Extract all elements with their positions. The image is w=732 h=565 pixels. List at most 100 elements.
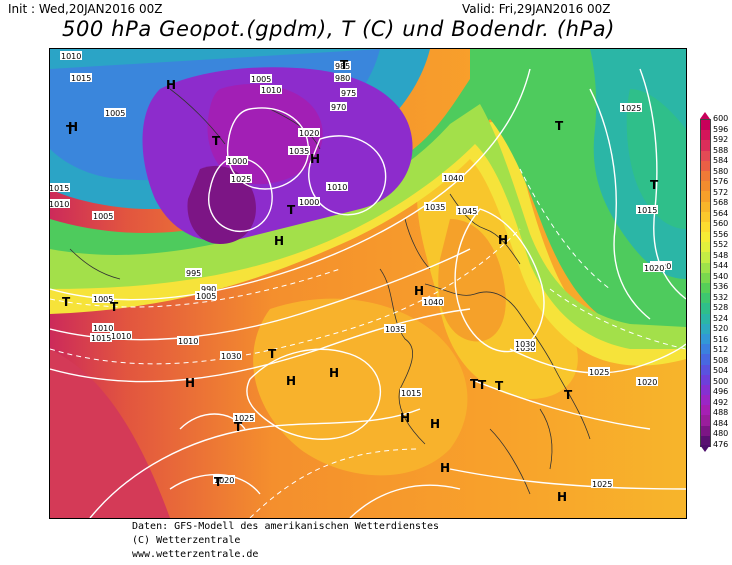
pressure-label: 1025 [620,103,642,113]
colorbar-label: 580 [713,166,729,176]
svg-text:1040: 1040 [443,174,463,183]
colorbar-segment [701,415,710,427]
colorbar-label: 480 [713,429,729,439]
low-pressure-marker: T [478,378,487,392]
pressure-label: 970 [330,102,347,112]
low-pressure-marker: T [66,123,75,137]
pressure-label: 1030 [514,339,536,349]
svg-text:1025: 1025 [231,175,251,184]
colorbar-segment [701,150,710,162]
colorbar-segment [701,344,710,355]
colorbar-label: 596 [713,124,729,134]
pressure-label: 1010 [50,199,70,209]
high-pressure-marker: H [430,417,440,431]
low-pressure-marker: T [287,203,296,217]
colorbar-segment [701,272,710,284]
pressure-label: 1025 [591,479,613,489]
svg-text:1010: 1010 [327,183,347,192]
high-pressure-marker: H [68,120,78,134]
colorbar-label: 504 [713,366,729,376]
high-pressure-marker: H [185,376,195,390]
colorbar-label: 500 [713,376,729,386]
colorbar-label: 536 [713,282,729,292]
colorbar-label: 560 [713,219,729,229]
colorbar-label: 584 [713,156,729,166]
svg-text:1020: 1020 [299,129,319,138]
pressure-label: 1020 [213,475,235,485]
low-pressure-marker: T [555,119,564,133]
chart-title: 500 hPa Geopot.(gpdm), T (C) und Bodendr… [62,17,616,41]
colorbar-label: 592 [713,135,729,145]
colorbar-label: 484 [713,418,729,428]
colorbar-bottom-arrow [700,445,710,452]
pressure-label: 1005 [104,108,126,118]
colorbar-label: 588 [713,145,729,155]
colorbar-segment [701,170,710,182]
svg-text:1015: 1015 [401,389,421,398]
svg-text:1035: 1035 [425,203,445,212]
pressure-label: 1030 [220,351,242,361]
high-pressure-marker: H [329,366,339,380]
colorbar-segment [701,333,710,345]
high-pressure-marker: H [274,234,284,248]
colorbar-top-arrow [700,112,710,119]
colorbar-label: 548 [713,250,729,260]
svg-text:1035: 1035 [385,325,405,334]
pressure-label: 1015 [636,205,658,215]
svg-text:1005: 1005 [196,292,216,301]
pressure-label: 1010 [326,182,348,192]
low-pressure-marker: T [110,300,119,314]
svg-text:1020: 1020 [637,378,657,387]
pressure-label: 1005 [250,74,272,84]
pressure-label: 1010 [110,331,132,341]
colorbar-segment [701,384,710,396]
colorbar-label: 552 [713,240,729,250]
svg-text:1000: 1000 [299,198,319,207]
low-pressure-marker: T [564,388,573,402]
pressure-label: 1025 [230,174,252,184]
colorbar-segment [701,262,710,274]
green-light [50,104,686,349]
pressure-label: 1010 [60,51,82,61]
svg-text:1005: 1005 [251,75,271,84]
colorbar-segment [701,252,710,264]
pressure-label-layer: 1010101510151010100598598097597010051010… [50,51,672,489]
high-pressure-marker: H [557,490,567,504]
colorbar-segment [701,374,710,386]
colorbar-segment [701,405,710,416]
colorbar-label: 520 [713,324,729,334]
svg-text:1010: 1010 [50,200,69,209]
pressure-label: 1025 [233,413,255,423]
low-pressure-marker: T [340,58,349,72]
high-pressure-marker: H [400,411,410,425]
pressure-label: 1005 [195,291,217,301]
colorbar-label: 600 [713,114,729,123]
pressure-label: 1040 [422,297,444,307]
svg-text:1015: 1015 [637,206,657,215]
high-pressure-marker: H [414,284,424,298]
colorbar-label: 492 [713,397,729,407]
colorbar-segment [701,191,710,202]
pressure-label: 1010 [260,85,282,95]
svg-text:1010: 1010 [93,324,113,333]
svg-text:1030: 1030 [515,340,535,349]
pressure-label: 1040 [442,173,464,183]
colorbar-label: 564 [713,208,729,218]
colorbar-label: 576 [713,177,729,187]
svg-text:990: 990 [201,285,216,294]
svg-text:1030: 1030 [221,352,241,361]
low-pressure-marker: T [495,379,504,393]
pressure-label: 1005 [92,211,114,221]
svg-text:1035: 1035 [289,147,309,156]
pressure-label: 1015 [50,183,70,193]
colorbar [700,119,711,447]
colorbar-label: 540 [713,271,729,281]
colorbar-segment [701,323,710,335]
temperature-lines [50,168,686,518]
high-pressure-marker: H [166,78,176,92]
colorbar-label: 556 [713,229,729,239]
svg-text:1020: 1020 [644,264,664,273]
colorbar-segment [701,181,710,192]
footer-website[interactable]: www.wetterzentrale.de [132,549,259,560]
colorbar-segment [701,140,710,152]
